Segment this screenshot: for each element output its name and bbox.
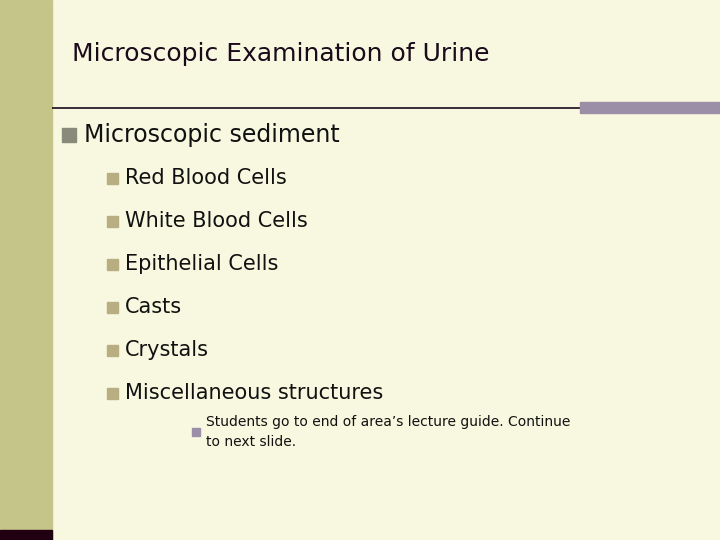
Text: Students go to end of area’s lecture guide. Continue
to next slide.: Students go to end of area’s lecture gui… [206, 415, 570, 449]
Bar [107, 388, 118, 399]
Bar [107, 172, 118, 184]
Bar [62, 128, 76, 142]
Bar [580, 102, 720, 113]
Bar [107, 345, 118, 355]
Text: Crystals: Crystals [125, 340, 209, 360]
Text: Casts: Casts [125, 297, 182, 317]
Text: White Blood Cells: White Blood Cells [125, 211, 307, 231]
Bar [107, 215, 118, 226]
Text: Epithelial Cells: Epithelial Cells [125, 254, 279, 274]
Bar [192, 428, 200, 436]
Text: Microscopic sediment: Microscopic sediment [84, 123, 340, 147]
Bar [107, 301, 118, 313]
Bar [0, 0, 52, 540]
Text: Miscellaneous structures: Miscellaneous structures [125, 383, 383, 403]
Text: Red Blood Cells: Red Blood Cells [125, 168, 287, 188]
Bar [0, 530, 52, 540]
Bar [107, 259, 118, 269]
Text: Microscopic Examination of Urine: Microscopic Examination of Urine [72, 42, 490, 66]
